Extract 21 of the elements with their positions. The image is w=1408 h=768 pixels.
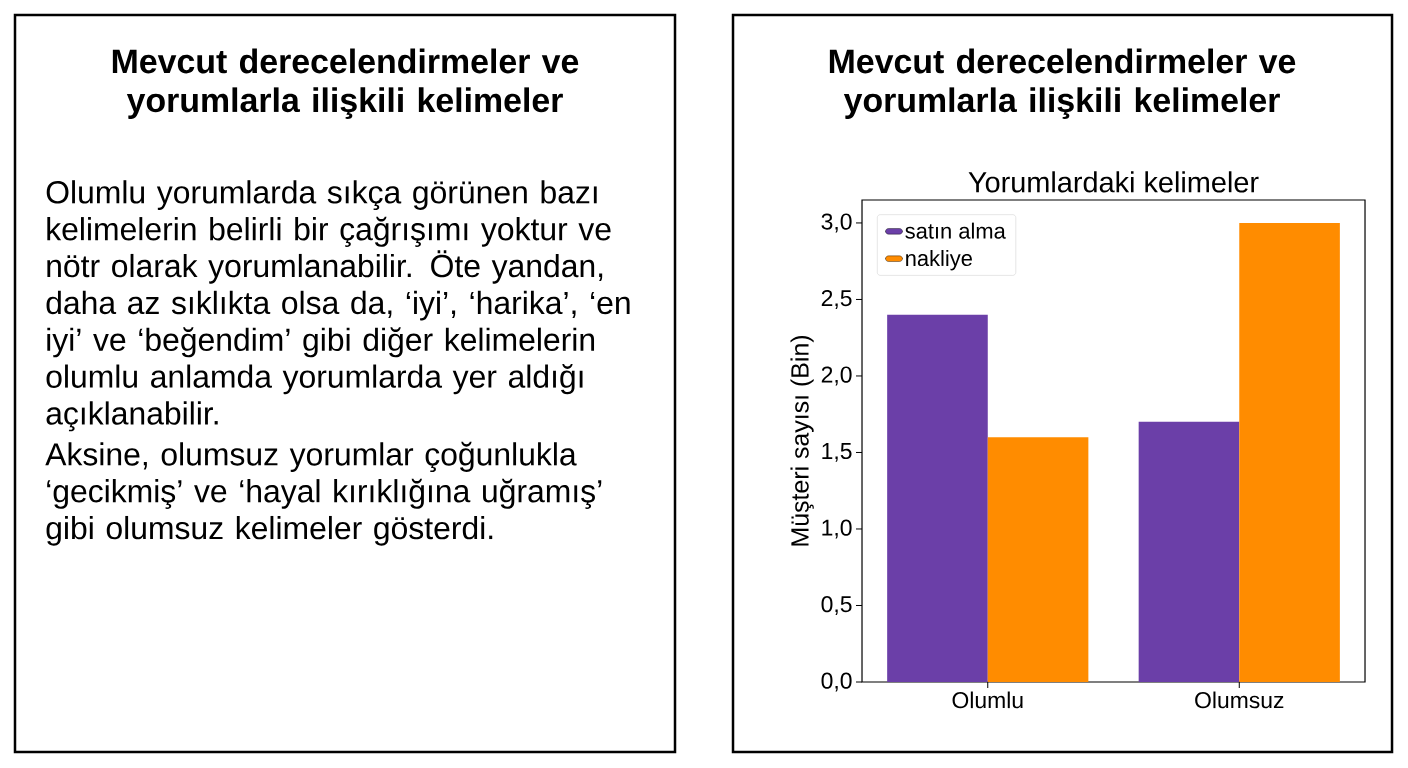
x-tick-label: Olumlu — [952, 691, 1023, 709]
y-tick-label: 0,5 — [821, 596, 852, 615]
y-tick-label: 3,0 — [821, 213, 852, 233]
text: Mevcut derecelendirmeler ve yorumlarla ilişkili kelimeler — [112, 48, 579, 119]
legend-label: satın alma — [905, 222, 1006, 239]
text: Olumlu yorumlarda sıkça görünen bazı kelimelerin belirli bir çağrışımı yoktur ve nötr olarak yorumlanabilir. Öte yandan, daha az sıklıkta olsa da, ‘iyi’, ‘harika’, ‘en iyi’ ve ‘beğendim’ gibi diğer kelimelerin olumlu anlamda yorumlarda yer aldığı açıklanabilir. — [46, 180, 630, 432]
legend-label: nakliye — [906, 250, 972, 271]
y-tick-label: 1,0 — [822, 519, 852, 539]
y-tick-label: 1,5 — [822, 443, 852, 462]
chart-title: Mevcut derecelendirmeler ve yorumlarla ilişkili kelimeler — [829, 48, 1296, 119]
bar — [987, 437, 1089, 682]
text: Aksine, olumsuz yorumlar çoğunlukla ‘gecikmiş’ ve ‘hayal kırıklığına uğramış’ gibi olumsuz kelimeler gösterdi. — [45, 441, 602, 546]
y-tick-label: 2,5 — [821, 289, 852, 309]
bar — [887, 314, 988, 682]
y-axis-title: Müşteri sayısı (Bin) — [790, 336, 814, 546]
bar — [1239, 222, 1340, 682]
y-tick-label: 2,0 — [821, 366, 852, 386]
y-tick-label: 0,0 — [821, 672, 852, 692]
x-tick-label: Olumsuz — [1195, 691, 1284, 709]
bar — [1138, 421, 1240, 682]
chart-subtitle: Yorumlardaki kelimeler — [968, 171, 1259, 193]
